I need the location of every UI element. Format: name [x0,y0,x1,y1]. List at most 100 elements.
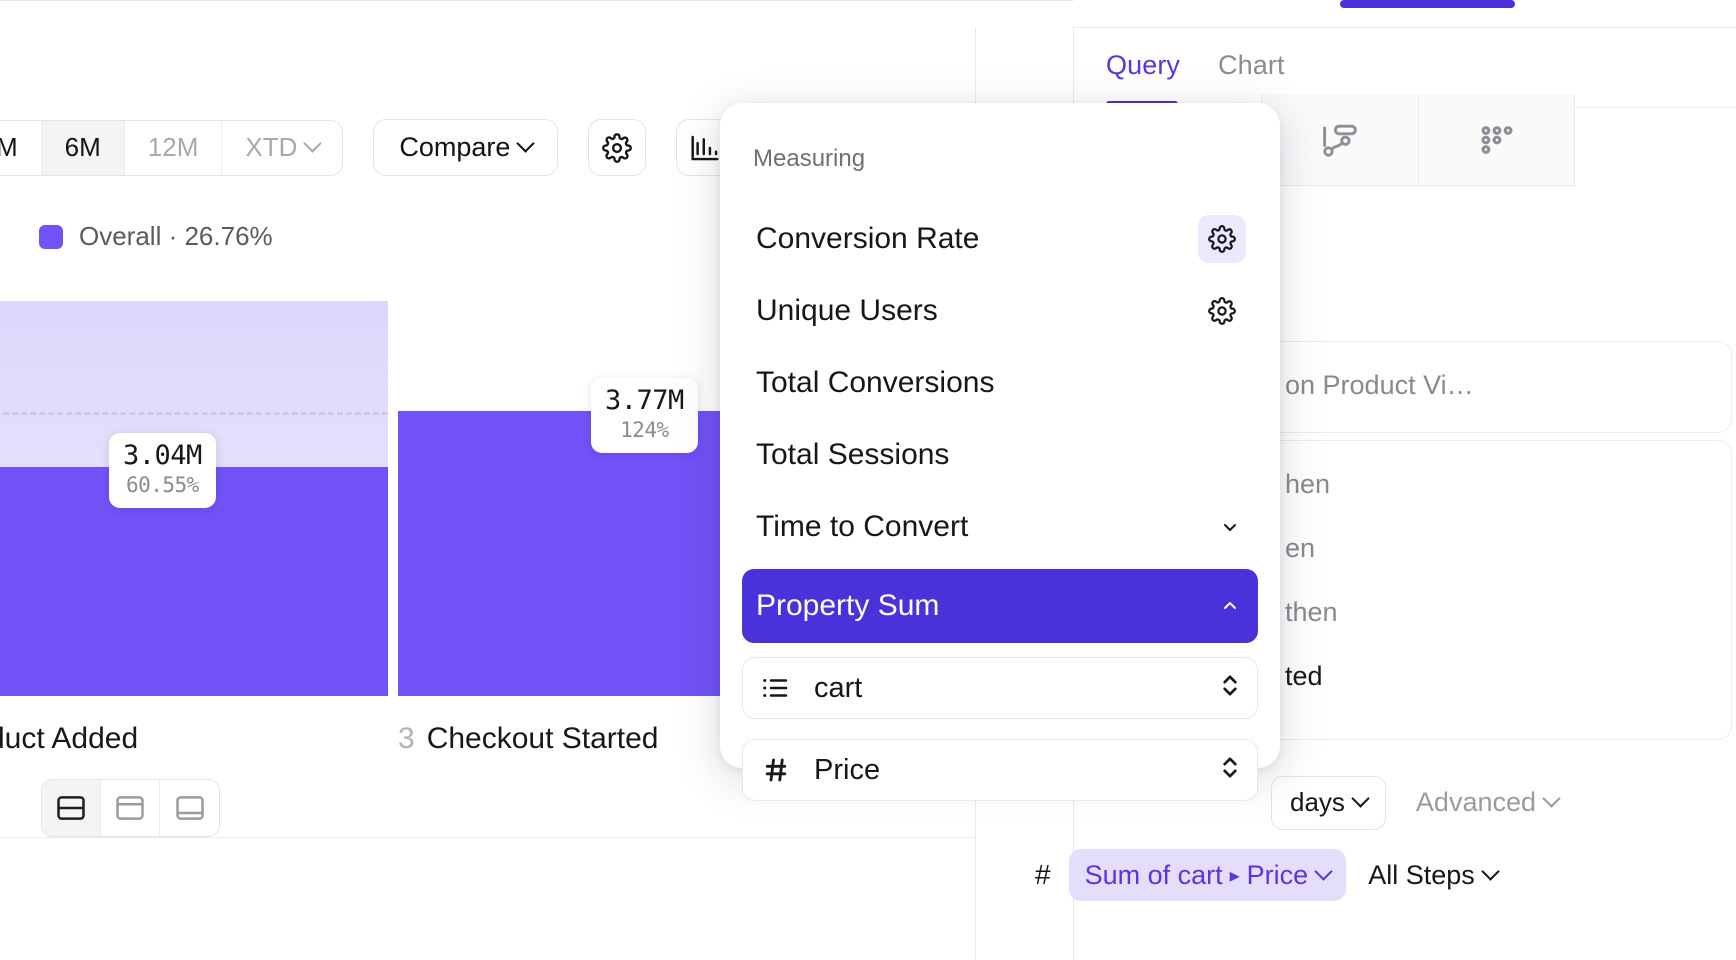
query-card-steps[interactable]: hen en then ted [1262,440,1732,740]
step-label-product-added: duct Added [0,722,138,756]
chart-view-switcher[interactable] [41,779,220,837]
query-card-text: ted [1285,661,1323,691]
gear-icon [602,132,633,163]
menu-item-label: Conversion Rate [756,222,980,255]
measuring-dropdown: Measuring Conversion Rate Unique Users [720,103,1280,801]
bar-percent: 124% [620,418,669,443]
menu-item-time-to-convert[interactable]: Time to Convert [742,491,1258,563]
days-label: days [1290,787,1345,817]
menu-item-property-sum[interactable]: Property Sum [742,569,1258,643]
grid-view-button[interactable] [1418,94,1575,186]
bar-value-tooltip: 3.77M 124% [591,378,698,454]
dropdown-title: Measuring [753,145,866,172]
chevron-down-icon [1351,789,1370,808]
chart-settings-button[interactable] [588,119,647,176]
view-bottom-icon [175,796,204,820]
chevron-updown-icon [1223,675,1237,696]
stepper-icon [1219,670,1241,707]
bar-chart-icon [691,135,719,160]
range-label: 12M [147,132,199,162]
menu-item-unique-users[interactable]: Unique Users [742,275,1258,347]
grid-dots-icon [1480,125,1513,154]
menu-item-label: Time to Convert [756,510,969,543]
conversion-rate-gear-button[interactable] [1198,215,1246,263]
menu-item-label: Total Conversions [756,366,995,399]
bar-reference-line [0,412,388,415]
menu-item-conversion-rate[interactable]: Conversion Rate [742,203,1258,275]
bar-percent: 60.55% [125,473,199,498]
property-group-value: cart [814,671,863,704]
list-icon [761,675,795,701]
step-label-checkout-started: 3 Checkout Started [398,722,658,756]
menu-item-label: Property Sum [756,589,940,622]
range-option-12m[interactable]: 12M [124,120,223,175]
chevron-down-icon [303,134,323,153]
chart-toolbar: M 6M 12M XTD Compare [0,119,735,176]
range-option-xtd[interactable]: XTD [222,120,343,175]
property-field-value: Price [814,753,881,786]
bar-value: 3.77M [605,385,684,416]
tab-query[interactable]: Query [1106,50,1180,107]
range-option-6m[interactable]: 6M [41,120,125,175]
days-selector[interactable]: days [1271,775,1386,830]
chevron-up-icon [1224,602,1236,609]
all-steps-selector[interactable]: All Steps [1368,859,1500,891]
legend-swatch [39,224,63,249]
measure-chip-row: # Sum of cart ▸ Price All Steps [1003,840,1500,910]
tab-chart[interactable]: Chart [1218,50,1285,107]
sum-of-cart-price-chip[interactable]: Sum of cart ▸ Price [1068,849,1347,901]
query-card-text: en [1285,533,1316,563]
range-label: XTD [245,132,298,162]
range-label: M [0,132,18,163]
chart-bottom-divider [0,837,975,838]
unique-users-gear-button[interactable] [1198,287,1246,335]
menu-item-total-sessions[interactable]: Total Sessions [742,419,1258,491]
chart-legend: Overall · 26.76% [39,221,273,252]
chevron-down-icon [1224,524,1236,531]
chevron-updown-icon [1223,757,1237,778]
query-options-row: days Advanced [1003,765,1736,840]
view-bottom-option[interactable] [160,780,219,836]
chip-prefix: Sum of cart [1084,859,1223,890]
property-group-select[interactable]: cart [742,657,1258,719]
menu-item-total-conversions[interactable]: Total Conversions [742,347,1258,419]
tab-label: Chart [1218,50,1285,80]
view-split-icon [57,796,85,820]
query-card-text: then [1285,597,1338,627]
chip-suffix: Price [1246,859,1309,890]
view-boxed-icon [116,796,144,820]
hash-icon-glyph [765,758,787,782]
compare-label: Compare [399,132,511,162]
step-name: duct Added [0,722,139,755]
property-field-select[interactable]: Price [742,739,1258,801]
range-label: 6M [64,132,101,162]
chevron-down-icon [1542,789,1561,808]
step-number: 3 [398,722,415,755]
advanced-button[interactable]: Advanced [1415,787,1561,818]
gear-icon [1208,297,1236,325]
legend-label: Overall · 26.76% [79,221,273,251]
chevron-down-icon [1314,861,1333,881]
flow-view-button[interactable] [1261,94,1418,186]
top-accent-bar [1340,0,1515,8]
all-steps-label: All Steps [1368,859,1475,890]
stepper-icon [1219,752,1241,789]
advanced-label: Advanced [1415,787,1537,817]
bar-value-tooltip: 3.04M 60.55% [109,433,216,509]
menu-item-label: Unique Users [756,294,938,327]
view-boxed-option[interactable] [101,780,160,836]
query-card-text: on Product Vi… [1285,370,1474,400]
hash-icon: # [1035,859,1051,890]
chevron-down-icon [1481,861,1500,881]
bar-value: 3.04M [123,440,202,471]
flow-icon [1323,124,1357,157]
time-range-segmented-control[interactable]: M 6M 12M XTD [0,119,344,176]
compare-button[interactable]: Compare [373,119,559,176]
hash-icon [761,755,795,785]
view-split-option[interactable] [42,780,101,836]
query-card-event[interactable]: on Product Vi… [1262,341,1732,433]
funnel-bars: 3.04M 60.55% 3.77M 124% [0,301,1073,696]
chip-arrow-icon: ▸ [1229,864,1240,887]
range-option-m[interactable]: M [0,120,42,175]
gear-icon [1208,225,1236,253]
